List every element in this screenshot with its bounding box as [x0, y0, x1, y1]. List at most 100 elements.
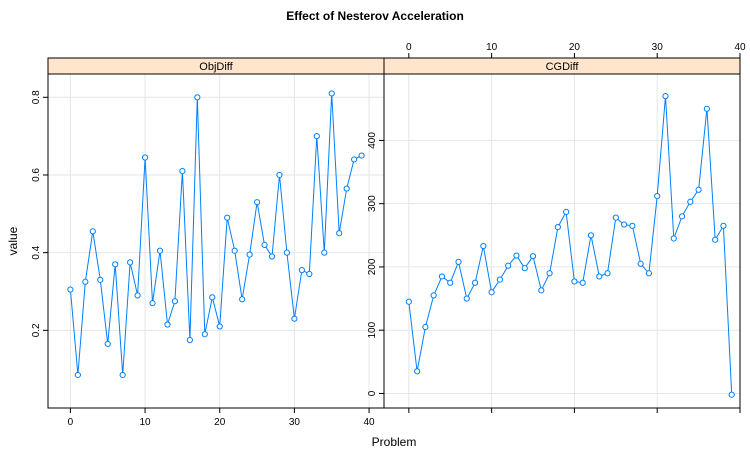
cgdiff-data-point: [513, 252, 520, 259]
cgdiff-data-point: [720, 222, 727, 229]
cgdiff-data-point: [579, 279, 586, 286]
objdiff-data-point: [186, 336, 193, 344]
cgdiff-data-point: [496, 276, 504, 283]
panel-objdiff-y-axis: 0.2 0.4 0.6 0.8: [31, 90, 48, 337]
cgdiff-x-tick-label: 20: [569, 42, 581, 53]
objdiff-data-point: [194, 94, 201, 101]
objdiff-data-point: [164, 321, 171, 328]
objdiff-data-point: [246, 251, 253, 258]
cgdiff-data-point: [455, 258, 462, 265]
cgdiff-data-point: [612, 214, 619, 221]
objdiff-data-point: [224, 214, 231, 221]
cgdiff-y-tick-label: 100: [367, 321, 378, 338]
cgdiff-data-point: [587, 232, 595, 239]
objdiff-data-point: [253, 199, 261, 206]
cgdiff-data-point: [521, 265, 528, 272]
objdiff-data-point: [283, 249, 291, 256]
objdiff-data-point: [82, 278, 89, 285]
objdiff-data-point: [67, 286, 74, 293]
cgdiff-data-point: [678, 213, 686, 220]
cgdiff-data-point: [546, 270, 553, 277]
objdiff-data-point: [298, 267, 305, 274]
objdiff-data-point: [313, 133, 320, 140]
objdiff-data-point: [201, 331, 208, 338]
objdiff-data-point: [268, 253, 276, 260]
objdiff-data-point: [336, 230, 343, 237]
objdiff-data-point: [231, 247, 238, 254]
cgdiff-y-tick-label: 300: [367, 195, 378, 212]
panel-cgdiff-series: [405, 93, 735, 398]
cgdiff-data-point: [654, 192, 661, 200]
objdiff-x-tick-label: 40: [364, 417, 376, 428]
objdiff-data-point: [141, 154, 149, 161]
panel-cgdiff-y-axis: 0 100 200 300 400: [367, 132, 384, 396]
panel-cgdiff-frame: [383, 73, 741, 409]
cgdiff-data-point: [662, 93, 669, 100]
cgdiff-data-point: [447, 279, 454, 286]
cgdiff-data-point: [571, 278, 578, 285]
cgdiff-x-tick-label: 0: [406, 42, 412, 53]
objdiff-data-point: [328, 90, 335, 97]
panel-cgdiff-x-axis: 0 10 20 30 40: [406, 42, 746, 413]
cgdiff-data-point: [430, 292, 437, 299]
panel-objdiff-x-axis: 0 10 20 30 40: [68, 408, 375, 428]
objdiff-data-point: [171, 298, 179, 305]
objdiff-series-line: [69, 93, 362, 376]
panel-cgdiff-gridlines: [384, 74, 741, 408]
objdiff-data-point: [351, 156, 358, 163]
objdiff-data-point: [306, 270, 313, 278]
cgdiff-y-tick-label: 400: [367, 132, 378, 149]
cgdiff-data-point: [422, 323, 429, 331]
cgdiff-data-point: [728, 391, 735, 398]
objdiff-data-point: [291, 315, 298, 322]
objdiff-x-tick-label: 20: [214, 417, 226, 428]
objdiff-y-tick-label: 0.2: [31, 323, 42, 337]
cgdiff-data-point: [480, 242, 487, 250]
objdiff-data-point: [209, 294, 216, 301]
cgdiff-data-point: [637, 260, 644, 267]
objdiff-data-point: [127, 259, 134, 266]
panel-objdiff-gridlines: [48, 74, 384, 408]
panel-objdiff-series: [67, 90, 365, 379]
cgdiff-data-point: [463, 295, 470, 302]
objdiff-data-point: [89, 228, 96, 235]
objdiff-data-point: [321, 249, 328, 256]
cgdiff-data-point: [414, 368, 421, 375]
objdiff-x-tick-label: 30: [289, 417, 301, 428]
cgdiff-data-point: [563, 208, 570, 216]
panel-cgdiff: CGDiff 0 100 200 300 400 0 10 20 30 40: [367, 42, 746, 413]
cgdiff-data-point: [703, 105, 710, 112]
objdiff-data-point: [74, 371, 81, 379]
cgdiff-data-point: [695, 186, 702, 193]
objdiff-x-tick-label: 0: [68, 417, 74, 428]
objdiff-y-tick-label: 0.8: [31, 90, 42, 104]
objdiff-data-point: [261, 241, 268, 248]
cgdiff-data-point: [538, 287, 545, 294]
objdiff-data-point: [216, 323, 223, 330]
cgdiff-x-tick-label: 10: [486, 42, 498, 53]
panel-objdiff-strip-label: ObjDiff: [199, 61, 233, 73]
cgdiff-data-point: [554, 223, 561, 231]
objdiff-data-point: [179, 167, 186, 175]
objdiff-data-point: [156, 247, 164, 254]
cgdiff-data-point: [438, 273, 446, 280]
objdiff-data-point: [97, 276, 104, 283]
cgdiff-data-point: [488, 289, 495, 296]
cgdiff-data-point: [596, 273, 603, 280]
objdiff-data-point: [276, 171, 283, 179]
cgdiff-x-tick-label: 30: [652, 42, 664, 53]
objdiff-data-point: [149, 300, 156, 307]
objdiff-y-tick-label: 0.4: [31, 245, 42, 259]
objdiff-data-point: [119, 371, 126, 379]
objdiff-data-point: [104, 340, 111, 348]
objdiff-x-tick-label: 10: [140, 417, 152, 428]
cgdiff-data-point: [471, 279, 479, 286]
cgdiff-data-point: [670, 235, 677, 242]
cgdiff-data-point: [529, 253, 537, 260]
cgdiff-y-tick-label: 0: [367, 390, 378, 396]
objdiff-data-point: [134, 292, 141, 299]
cgdiff-data-point: [620, 221, 628, 228]
cgdiff-data-point: [645, 270, 653, 277]
cgdiff-data-point: [604, 270, 611, 277]
